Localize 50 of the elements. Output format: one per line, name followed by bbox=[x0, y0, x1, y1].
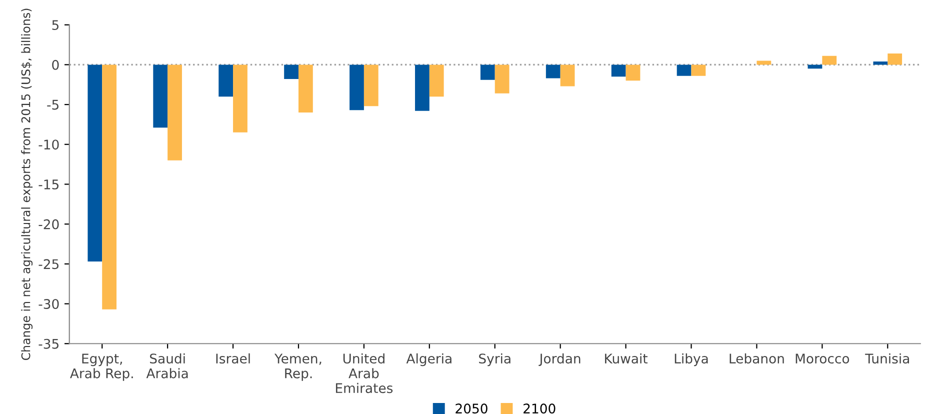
y-tick-label: 5 bbox=[52, 20, 58, 30]
y-axis-title: Change in net agricultural exports from 2015 (US$, billions) bbox=[21, 8, 33, 360]
x-tick-label: Saudi Arabia bbox=[146, 353, 188, 378]
y-tick-label: -5 bbox=[47, 100, 58, 110]
x-tick-label: Kuwait bbox=[605, 353, 648, 364]
bar bbox=[546, 64, 560, 78]
bar bbox=[218, 64, 234, 97]
bar bbox=[808, 64, 822, 69]
bar bbox=[691, 64, 706, 76]
bar bbox=[415, 64, 430, 111]
x-tick-label: Libya bbox=[674, 353, 708, 366]
legend-label: 2100 bbox=[524, 404, 556, 414]
x-tick-label: Lebanon bbox=[730, 353, 784, 364]
bar bbox=[888, 54, 902, 65]
x-tick-label: Syria bbox=[479, 353, 510, 366]
x-tick-label: Israel bbox=[216, 353, 250, 364]
x-tick-label: United Arab Emirates bbox=[336, 353, 393, 394]
bar bbox=[494, 64, 510, 94]
bar bbox=[153, 64, 168, 128]
bar bbox=[364, 64, 378, 106]
bar bbox=[822, 56, 837, 65]
y-tick-label: -15 bbox=[38, 180, 58, 190]
y-tick-label: 0 bbox=[52, 60, 59, 70]
y-tick-label: -30 bbox=[38, 298, 59, 309]
bar bbox=[102, 64, 117, 310]
x-tick-label: Morocco bbox=[796, 354, 850, 364]
x-tick-label: Jordan bbox=[538, 353, 580, 366]
bar bbox=[233, 64, 248, 132]
y-tick-label: -20 bbox=[38, 219, 59, 230]
x-tick-label: Yemen, Rep. bbox=[274, 354, 322, 381]
bar bbox=[873, 62, 888, 65]
bar bbox=[298, 64, 313, 113]
bar bbox=[429, 64, 444, 97]
x-tick-label: Algeria bbox=[406, 353, 452, 366]
bar bbox=[350, 64, 364, 110]
bar bbox=[611, 64, 626, 77]
bar bbox=[284, 64, 298, 80]
y-tick-label: -35 bbox=[38, 338, 58, 349]
bar bbox=[560, 64, 575, 86]
bar bbox=[168, 64, 182, 160]
y-tick-label: -10 bbox=[38, 140, 59, 150]
x-tick-label: Egypt, Arab Rep. bbox=[70, 354, 133, 381]
bar bbox=[480, 64, 495, 80]
x-tick-label: Tunisia bbox=[865, 353, 909, 364]
bar bbox=[626, 64, 640, 81]
bar bbox=[756, 60, 772, 65]
legend-label: 2050 bbox=[456, 404, 488, 414]
y-tick-label: -25 bbox=[38, 259, 58, 270]
bar bbox=[88, 64, 102, 262]
bar bbox=[676, 64, 692, 76]
